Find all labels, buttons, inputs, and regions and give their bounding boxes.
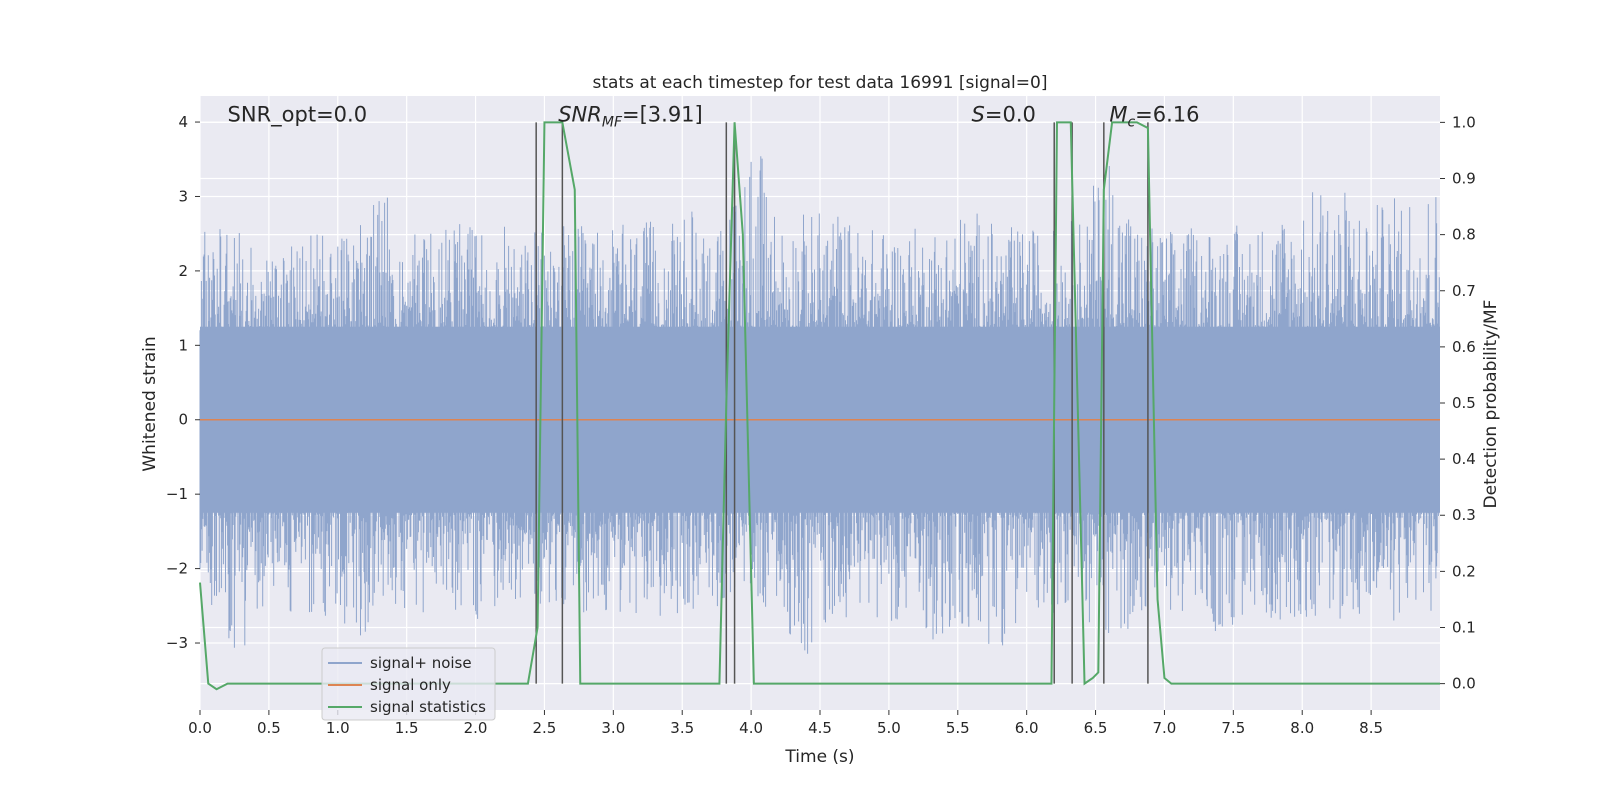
- y2-tick-label: 0.9: [1452, 170, 1476, 188]
- x-tick-label: 1.5: [395, 719, 419, 737]
- legend-box: [321, 647, 496, 721]
- series-signal-statistics: [199, 121, 1440, 691]
- x-tick-label: 0.5: [257, 719, 281, 737]
- noise-trace: [199, 156, 1440, 664]
- y-tick-label: −2: [166, 560, 188, 578]
- y2-tick-label: 1.0: [1452, 113, 1476, 131]
- chart-title: stats at each timestep for test data 169…: [593, 73, 1048, 93]
- y-tick-label: 2: [178, 262, 188, 280]
- annotation-text: SNRMF=[3.91]: [558, 103, 703, 131]
- x-tick-label: 2.5: [533, 719, 557, 737]
- legend: signal+ noise signal only signal statist…: [321, 647, 496, 721]
- x-tick-label: 2.0: [464, 719, 488, 737]
- x-tick-label: 5.5: [946, 719, 970, 737]
- y2-tick-label: 0.3: [1452, 506, 1476, 524]
- y2-tick-label: 0.8: [1452, 226, 1476, 244]
- x-tick-label: 3.5: [670, 719, 694, 737]
- x-tick-label: 7.0: [1153, 719, 1177, 737]
- y2-tick-label: 0.0: [1452, 675, 1476, 693]
- y-tick-label: 4: [178, 113, 188, 131]
- y2-axis-ticks: 1.0 0.9 0.8 0.7 0.6 0.5 0.4 0.3 0.2 0.1 0.0: [1440, 113, 1476, 693]
- y2-tick-label: 0.5: [1452, 394, 1476, 412]
- annotation-text: S=0.0: [972, 103, 1036, 127]
- y-tick-label: −3: [166, 634, 188, 652]
- x-tick-label: 6.0: [1015, 719, 1039, 737]
- x-axis-label: Time (s): [784, 747, 854, 767]
- x-tick-label: 7.5: [1221, 719, 1245, 737]
- y2-tick-label: 0.2: [1452, 562, 1476, 580]
- x-axis-ticks: 0.0 0.5 1.0 1.5 2.0 2.5 3.0 3.5 4.0 4.5 5.0 5.5 6.0 6…: [188, 710, 1383, 737]
- x-tick-label: 0.0: [188, 719, 212, 737]
- legend-entry-noise: signal+ noise: [370, 654, 472, 672]
- y2-tick-label: 0.7: [1452, 282, 1476, 300]
- x-tick-label: 5.0: [877, 719, 901, 737]
- annotations: SNR_opt=0.0 SNRMF=[3.91] S=0.0 Mc=6.16: [228, 103, 1200, 131]
- x-tick-label: 6.5: [1084, 719, 1108, 737]
- x-tick-label: 4.5: [808, 719, 832, 737]
- y2-tick-label: 0.6: [1452, 338, 1476, 356]
- legend-entry-stats: signal statistics: [370, 698, 486, 716]
- y-axis-label: Whitened strain: [140, 336, 160, 471]
- y2-tick-label: 0.1: [1452, 618, 1476, 636]
- legend-entry-signal: signal only: [370, 676, 451, 694]
- x-tick-label: 8.0: [1290, 719, 1314, 737]
- y-tick-label: 0: [178, 411, 188, 429]
- y2-tick-label: 0.4: [1452, 450, 1476, 468]
- y-tick-label: 1: [178, 336, 188, 354]
- x-tick-label: 3.0: [601, 719, 625, 737]
- x-tick-label: 1.0: [326, 719, 350, 737]
- x-tick-label: 8.5: [1359, 719, 1383, 737]
- x-tick-label: 4.0: [739, 719, 763, 737]
- y-tick-label: −1: [166, 485, 188, 503]
- annotation-text: SNR_opt=0.0: [228, 103, 368, 128]
- signal-statistics-line: [199, 121, 1440, 691]
- y2-axis-label: Detection probability/MF: [1481, 300, 1501, 509]
- y-tick-label: 3: [178, 187, 188, 205]
- y-axis-ticks: 4 3 2 1 0 −1 −2 −3: [166, 113, 200, 652]
- annotation-text: Mc=6.16: [1109, 103, 1199, 131]
